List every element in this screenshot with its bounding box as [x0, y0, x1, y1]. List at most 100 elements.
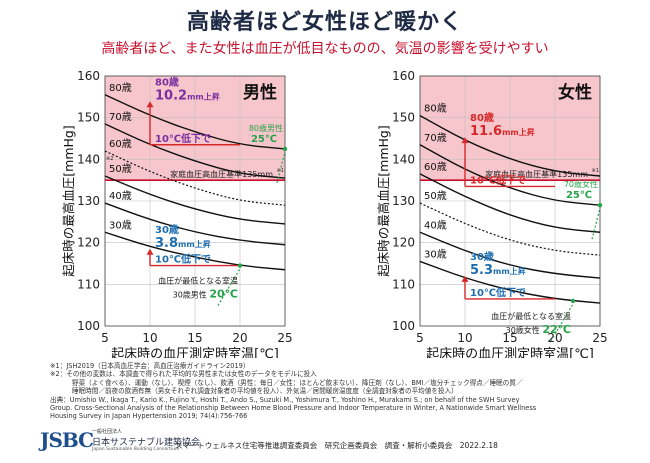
- group-note: ※2: [106, 156, 113, 162]
- series-line: [104, 202, 286, 246]
- target-point: [570, 298, 576, 304]
- series-line: [419, 202, 601, 256]
- chart-male: 100 110 120 130 140 150 160 5 10 15 20 25 家庭血圧高血圧基準1…: [61, 69, 293, 358]
- series-label: 40歳: [424, 219, 447, 231]
- target-pointer: [550, 303, 574, 342]
- threshold-note: ※1: [592, 168, 599, 174]
- rise-arrow-head: [461, 275, 469, 282]
- rise-arrow-head: [146, 101, 154, 108]
- threshold-label: 家庭血圧高血圧基準135mm: [170, 169, 273, 179]
- x-axis-title: 起床時の血圧測定時室温[℃]: [426, 346, 594, 358]
- series-label: 50歳: [109, 163, 132, 175]
- target-note: 血圧が最低となる室温: [491, 311, 571, 321]
- series-line: [419, 231, 601, 279]
- rise-value: 11.6: [470, 124, 502, 139]
- y-tick-label: 110: [77, 277, 100, 291]
- rise-value-label: 10.2mm上昇: [155, 88, 220, 103]
- age-label: 30歳: [155, 223, 179, 236]
- series-line: [104, 175, 286, 225]
- y-tick-label: 140: [392, 152, 415, 166]
- rise-value-label: 3.8mm上昇: [155, 236, 211, 251]
- y-tick-label: 150: [77, 111, 100, 125]
- y-tick-label: 100: [392, 319, 415, 333]
- x-tick-label: 5: [101, 331, 109, 345]
- rise-unit: mm上昇: [178, 239, 211, 249]
- source-line-3: Housing Survey in Japan Hypertension 201…: [50, 412, 248, 421]
- target-temp: 20℃: [209, 288, 238, 301]
- series-label: 40歳: [109, 190, 132, 202]
- target-label: 30歳男性: [173, 290, 210, 300]
- rise-value-label: 5.3mm上昇: [470, 263, 526, 278]
- y-tick-label: 120: [392, 236, 415, 250]
- series-label: 80歳: [424, 103, 447, 115]
- org-name-en: Japan Sustainable Building Consortium: [92, 447, 180, 452]
- x-tick-label: 15: [502, 331, 517, 345]
- series-line: [104, 150, 286, 206]
- target-point: [597, 202, 603, 208]
- x-tick-label: 10: [457, 331, 472, 345]
- plot-frame: [419, 75, 601, 327]
- jsbc-logo: JSBC: [40, 428, 94, 452]
- x-tick-label: 25: [592, 331, 607, 345]
- series-label: 70歳: [109, 111, 132, 123]
- x-tick-label: 25: [277, 331, 292, 345]
- y-tick-label: 120: [77, 236, 100, 250]
- series-line: [419, 114, 601, 177]
- target-pointer: [217, 268, 241, 306]
- series-line: [104, 231, 286, 271]
- target-temp: 25℃: [251, 134, 277, 145]
- series-label: 70歳: [424, 132, 447, 144]
- x-tick-label: 5: [416, 331, 424, 345]
- x-tick-label: 20: [232, 331, 247, 345]
- x-axis-title: 起床時の血圧測定時室温[℃]: [111, 346, 279, 358]
- rise-value: 5.3: [470, 263, 493, 278]
- x-tick-label: 15: [187, 331, 202, 345]
- y-tick-label: 100: [77, 319, 100, 333]
- series-label: 30歳: [424, 248, 447, 260]
- footnote-2-detail-b: 睡眠時間／前夜の飲酒有無（男女それぞれ調査対象者の平均値を投入）、外気温／居間暖…: [72, 387, 458, 396]
- rise-value: 10.2: [155, 88, 187, 103]
- target-temp: 22℃: [542, 323, 571, 336]
- rise-arrow-head: [461, 137, 469, 144]
- rise-value-label: 11.6mm上昇: [470, 124, 535, 139]
- panel-label: 女性: [558, 82, 592, 103]
- y-tick-label: 130: [77, 194, 100, 208]
- y-tick-label: 160: [392, 69, 415, 83]
- source-line-2: Group. Cross-Sectional Analysis of the R…: [50, 404, 537, 413]
- footnote-2: ※2：その他の変数は、本調査で得られた平均的な男性または女性のデータをモデルに投…: [50, 370, 317, 379]
- rise-unit: mm上昇: [187, 91, 220, 101]
- y-tick-label: 160: [77, 69, 100, 83]
- target-note: 血圧が最低となる室温: [158, 276, 238, 286]
- rise-unit: mm上昇: [502, 127, 535, 137]
- drop-label: 10℃低下で: [470, 173, 526, 186]
- series-line: [104, 94, 286, 150]
- x-tick-label: 10: [142, 331, 157, 345]
- chart-female: 100 110 120 130 140 150 160 5 10 15 20 25 家庭血圧高血圧基準1…: [376, 69, 608, 358]
- page-title: 高齢者ほど女性ほど暖かく: [186, 10, 463, 35]
- y-axis-title: 起床時の最高血圧[mmHg]: [61, 125, 76, 276]
- page-subtitle: 高齢者ほど、また女性は血圧が低目なものの、気温の影響を受けやすい: [101, 41, 549, 57]
- y-tick-label: 140: [77, 152, 100, 166]
- series-label: 50歳: [424, 190, 447, 202]
- rise-unit: mm上昇: [493, 266, 526, 276]
- target-temp: 25℃: [566, 190, 592, 201]
- target-label: 80歳男性: [249, 123, 283, 133]
- age-label: 80歳: [155, 75, 179, 88]
- drop-label: 10℃低下で: [155, 253, 211, 266]
- series-label: 60歳: [109, 138, 132, 150]
- series-line: [419, 144, 601, 206]
- plot-frame: [104, 75, 286, 327]
- org-type: 一般社団法人: [92, 429, 123, 435]
- footer: JSBC 一般社団法人 日本サステナブル建築協会 Japan Sustainab…: [40, 426, 640, 456]
- footnotes: ※1：JSH2019（日本高血圧学会：高血圧治療ガイドライン2019） ※2：そ…: [50, 362, 640, 421]
- rise-arrow-head: [146, 248, 154, 255]
- drop-label: 10℃低下で: [470, 286, 526, 299]
- target-label: 70歳女性: [564, 179, 598, 189]
- series-line: [419, 260, 601, 304]
- rise-value: 3.8: [155, 236, 178, 251]
- series-label: 80歳: [109, 82, 132, 94]
- series-label: 30歳: [109, 219, 132, 231]
- y-tick-label: 130: [392, 194, 415, 208]
- y-tick-label: 110: [392, 277, 415, 291]
- series-line: [419, 173, 601, 233]
